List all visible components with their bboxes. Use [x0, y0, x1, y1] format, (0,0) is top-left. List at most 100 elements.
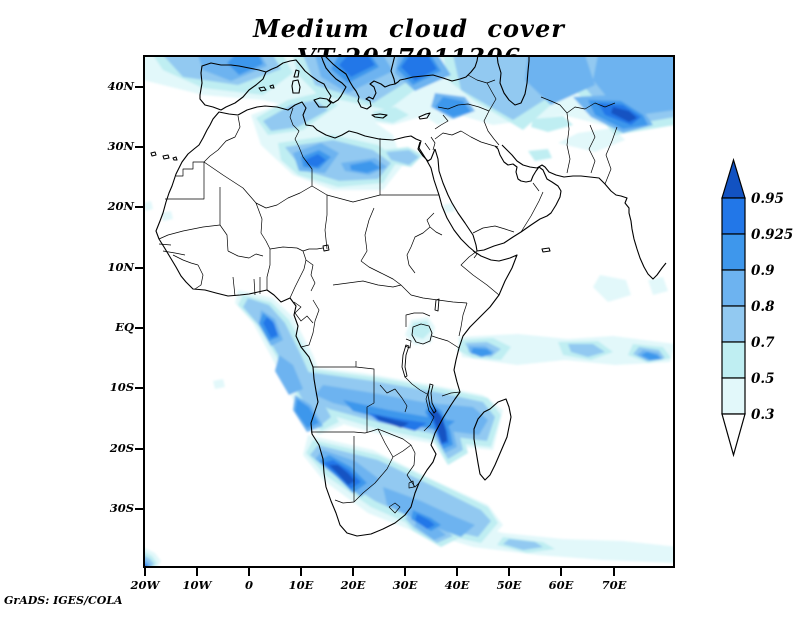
- coastline: [258, 84, 275, 92]
- lat-tick-label: 30N: [107, 139, 134, 153]
- cloud-region-L1: [398, 505, 675, 563]
- lat-tick: [135, 206, 143, 208]
- lake-outline: [322, 244, 330, 252]
- cloud-region-L1: [558, 128, 625, 152]
- lon-tick: [456, 568, 458, 576]
- coastline: [501, 144, 667, 280]
- country-border-layer: [158, 74, 618, 514]
- colorbar-segment: [721, 305, 746, 343]
- country-border: [430, 130, 544, 234]
- country-border: [360, 207, 375, 262]
- lat-tick-label: 10S: [109, 380, 134, 394]
- lat-tick-label: 20S: [109, 441, 134, 455]
- attribution-text: GrADS: IGES/COLA: [4, 594, 123, 607]
- country-border: [311, 138, 439, 203]
- lon-tick-label: 50E: [496, 578, 522, 592]
- country-border: [540, 96, 618, 185]
- coastline: [434, 145, 562, 252]
- lat-tick: [135, 327, 143, 329]
- cloud-region-L6: [263, 317, 278, 338]
- country-border: [203, 115, 241, 163]
- country-border: [406, 212, 443, 274]
- country-border: [324, 195, 328, 250]
- colorbar-label: 0.7: [751, 335, 775, 351]
- lake-outline: [401, 344, 410, 378]
- coastline: [265, 55, 347, 104]
- lat-tick-label: 30S: [109, 501, 134, 515]
- lat-tick-label: 40N: [107, 79, 134, 93]
- lon-tick: [613, 568, 615, 576]
- country-border: [176, 161, 204, 177]
- colorbar-label: 0.5: [751, 371, 775, 387]
- colorbar-label: 0.8: [751, 299, 775, 315]
- cloud-region-L3: [405, 512, 543, 550]
- cloud-region-L1: [593, 275, 668, 302]
- lon-tick-label: 10W: [182, 578, 212, 592]
- cloud-region-L7: [611, 107, 637, 122]
- lon-tick: [144, 568, 146, 576]
- lon-tick-label: 60E: [548, 578, 574, 592]
- lat-tick: [135, 86, 143, 88]
- lat-tick-label: 20N: [107, 199, 134, 213]
- lon-tick: [404, 568, 406, 576]
- coastline: [313, 97, 332, 108]
- colorbar-segment: [721, 377, 746, 415]
- country-border: [289, 247, 324, 299]
- country-border: [424, 114, 449, 151]
- colorbar-segment: [721, 341, 746, 379]
- country-border: [404, 312, 460, 349]
- cloud-region-L5: [301, 150, 381, 173]
- country-border: [311, 428, 379, 434]
- cloud-region-L6: [305, 154, 326, 167]
- country-border: [388, 474, 420, 514]
- lon-tick: [560, 568, 562, 576]
- coastline: [199, 62, 267, 111]
- lake-outline: [434, 298, 440, 312]
- lon-tick: [352, 568, 354, 576]
- colorbar: 0.95 0.925 0.9 0.8 0.7 0.5 0.3: [721, 157, 793, 458]
- lat-tick: [135, 448, 143, 450]
- cloud-region-L7: [329, 465, 355, 485]
- country-border: [332, 260, 412, 296]
- colorbar-arrow-bottom: [721, 413, 746, 458]
- coastline: [418, 112, 431, 120]
- country-border: [379, 376, 461, 432]
- lat-tick: [135, 387, 143, 389]
- coastline-layer: [150, 55, 667, 537]
- lat-tick: [135, 267, 143, 269]
- lon-tick: [196, 568, 198, 576]
- country-border: [293, 299, 320, 348]
- colorbar-segment: [721, 197, 746, 235]
- cloud-region-L7: [375, 415, 409, 428]
- coastline: [150, 151, 178, 161]
- lon-tick: [248, 568, 250, 576]
- lat-tick-label: EQ: [115, 320, 134, 334]
- lat-tick-label: 10N: [107, 260, 134, 274]
- lon-tick-label: 20E: [340, 578, 366, 592]
- colorbar-label: 0.9: [751, 263, 775, 279]
- cloud-region-L4: [259, 310, 323, 432]
- cloud-region-L2: [457, 338, 671, 363]
- colorbar-segment: [721, 269, 746, 307]
- cloud-region-L3: [465, 342, 665, 361]
- coastline: [323, 55, 479, 110]
- lon-tick-label: 40E: [444, 578, 470, 592]
- coastline: [473, 398, 512, 481]
- map-layers: [143, 55, 675, 568]
- lat-tick: [135, 146, 143, 148]
- lon-tick-label: 70E: [601, 578, 627, 592]
- cloud-shading-layer: [143, 55, 675, 568]
- coastline: [541, 247, 551, 253]
- country-border: [458, 250, 500, 337]
- coastline: [371, 113, 388, 119]
- lon-tick-label: 0: [244, 578, 253, 592]
- country-border: [410, 294, 468, 304]
- lon-tick-label: 30E: [392, 578, 418, 592]
- country-border: [437, 74, 500, 146]
- coastline: [291, 79, 301, 94]
- country-border: [289, 107, 313, 186]
- lon-tick-label: 10E: [288, 578, 314, 592]
- lon-tick: [300, 568, 302, 576]
- cloud-region-L5: [227, 55, 441, 85]
